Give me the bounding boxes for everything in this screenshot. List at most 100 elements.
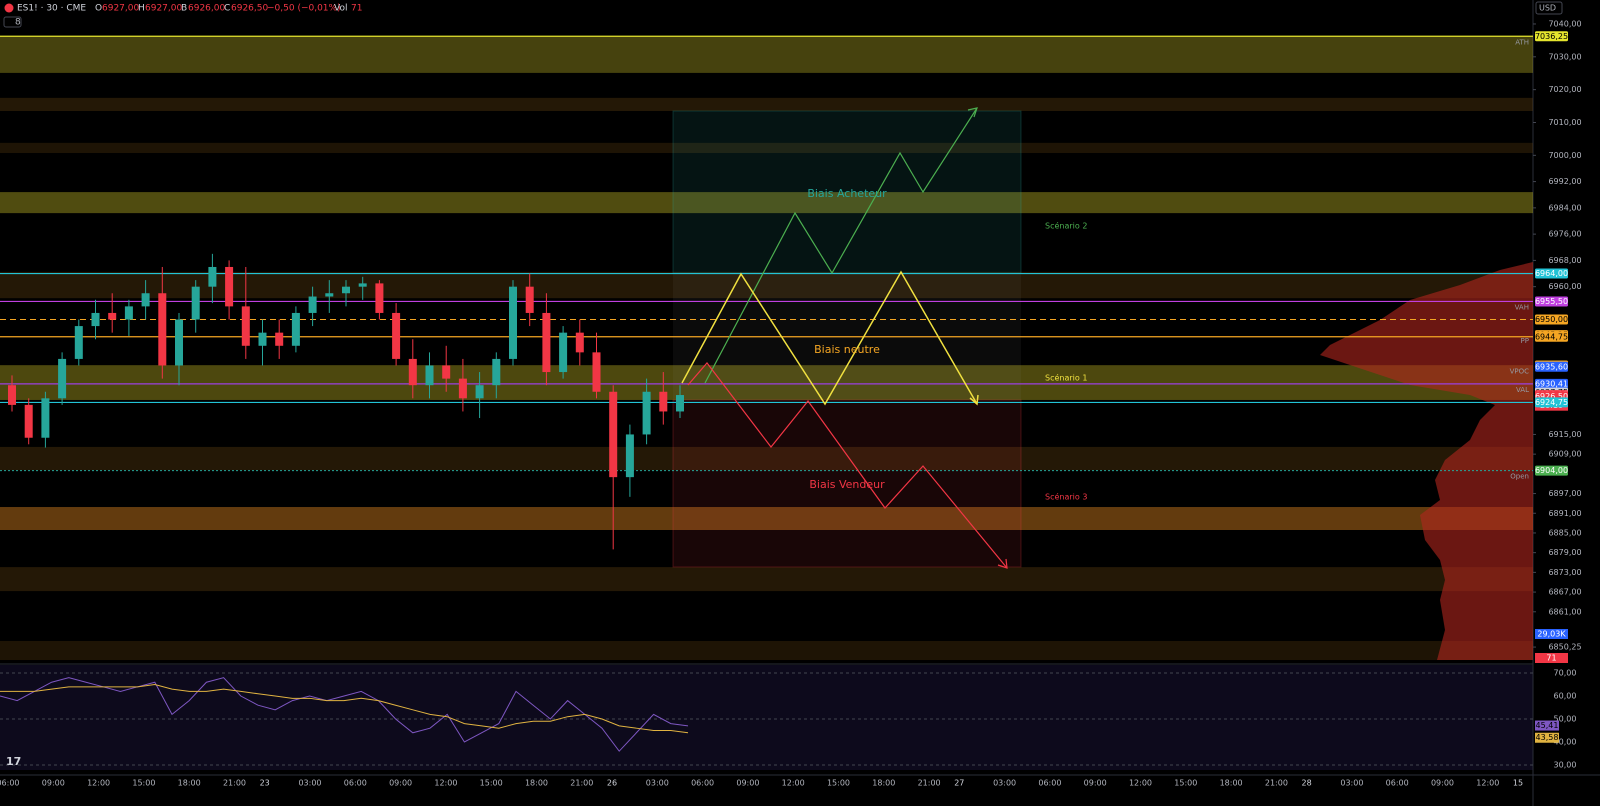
zone bbox=[0, 640, 1533, 661]
volume-value: 71 bbox=[351, 4, 362, 14]
level-tag: VAH bbox=[1515, 303, 1529, 311]
price-badge-label: 6904,00 bbox=[1535, 466, 1568, 475]
y-tick-label: 6879,00 bbox=[1548, 548, 1581, 557]
y-tick-label: 6885,00 bbox=[1548, 528, 1581, 537]
scenario-3-path bbox=[687, 362, 1008, 569]
x-tick-label: 03:00 bbox=[993, 779, 1016, 788]
indicator-toggle[interactable] bbox=[3, 16, 22, 28]
candle-body bbox=[241, 306, 250, 346]
zone bbox=[0, 446, 1533, 471]
price-badge bbox=[1535, 397, 1568, 408]
x-tick-label: 06:00 bbox=[1038, 779, 1061, 788]
candle-body bbox=[91, 312, 100, 327]
candle-body bbox=[358, 283, 367, 287]
symbol: ES1! · 30 · CME bbox=[17, 4, 86, 14]
price-badge bbox=[1535, 361, 1568, 372]
level-tag: VPOC bbox=[1510, 367, 1530, 375]
scenario-2-path bbox=[704, 107, 978, 384]
arrow-head bbox=[997, 558, 1008, 569]
x-tick-label: 28 bbox=[1302, 779, 1312, 788]
volume-badge-label: 71 bbox=[1546, 654, 1556, 663]
x-tick-label: 12:00 bbox=[434, 779, 457, 788]
y-tick-label: 6897,00 bbox=[1548, 489, 1581, 498]
x-tick-label: 12:00 bbox=[87, 779, 110, 788]
price-badge bbox=[1535, 465, 1568, 476]
price-badge-label: 6935,60 bbox=[1535, 362, 1568, 371]
candle-body bbox=[659, 391, 668, 412]
candle-body bbox=[8, 385, 16, 405]
candle-body bbox=[458, 378, 467, 399]
candle-body bbox=[325, 293, 334, 297]
candle-body bbox=[58, 358, 67, 399]
candle-body bbox=[342, 286, 350, 294]
candle-body bbox=[542, 312, 551, 373]
candle-body bbox=[592, 352, 601, 392]
y-tick-label: 6976,00 bbox=[1548, 230, 1581, 239]
volume-key: Vol bbox=[334, 4, 347, 14]
y-tick-label: 7040,00 bbox=[1548, 19, 1581, 28]
rsi-ma-line bbox=[0, 684, 689, 734]
x-tick-label: 18:00 bbox=[1220, 779, 1243, 788]
candle-body bbox=[392, 312, 401, 359]
candle-body bbox=[141, 293, 150, 307]
candle-body bbox=[609, 391, 618, 478]
rsi-pane bbox=[0, 665, 1533, 770]
y-tick-label: 6867,00 bbox=[1548, 588, 1581, 597]
price-badge-label: 6964,00 bbox=[1535, 269, 1568, 278]
ohlc-value: 6927,00 bbox=[145, 4, 182, 14]
arrow-head bbox=[967, 107, 978, 118]
rsi-badge-label: 43,58 bbox=[1536, 733, 1559, 742]
zone bbox=[0, 97, 1533, 111]
level-tag: Open bbox=[1510, 473, 1529, 481]
annotation: Biais Vendeur bbox=[809, 478, 885, 491]
ohlc-value: 6926,00 bbox=[188, 4, 225, 14]
scenario-1-path bbox=[681, 270, 978, 406]
volume-profile bbox=[1320, 262, 1533, 660]
ohlc-value: 6927,00 bbox=[102, 4, 139, 14]
rsi-badge bbox=[1535, 732, 1559, 743]
zone bbox=[0, 567, 1533, 592]
candle-body bbox=[525, 286, 534, 313]
price-badge-label: 6950,00 bbox=[1535, 315, 1568, 324]
price-badge bbox=[1535, 314, 1568, 325]
zone bbox=[0, 507, 1533, 531]
price-badge-label: 6955,50 bbox=[1535, 297, 1568, 306]
volume-badge-label: 29,03K bbox=[1537, 630, 1566, 639]
x-tick-label: 21:00 bbox=[570, 779, 593, 788]
zone bbox=[0, 142, 1533, 154]
zone bbox=[0, 365, 1533, 400]
candle-body bbox=[475, 385, 484, 399]
candle-body bbox=[41, 398, 50, 438]
y-tick-label: 6873,00 bbox=[1548, 568, 1581, 577]
ohlc-key: B bbox=[181, 4, 187, 14]
y-tick-label: 6992,00 bbox=[1548, 177, 1581, 186]
price-badge-label: 6924,75 bbox=[1535, 398, 1568, 407]
rsi-line bbox=[0, 677, 689, 752]
x-tick-label: 18:00 bbox=[178, 779, 201, 788]
y-tick-label: 6960,00 bbox=[1548, 282, 1581, 291]
candle-body bbox=[74, 326, 83, 359]
x-tick-label: 15:00 bbox=[480, 779, 503, 788]
ohlc-key: H bbox=[138, 4, 145, 14]
zone bbox=[0, 271, 1533, 299]
candle-body bbox=[158, 293, 167, 366]
candle-body bbox=[24, 404, 33, 438]
price-badge-label: 6944,75 bbox=[1535, 332, 1568, 341]
x-tick-label: 03:00 bbox=[1340, 779, 1363, 788]
x-tick-label: 15:00 bbox=[132, 779, 155, 788]
seller-box bbox=[672, 399, 1022, 568]
x-tick-label: 15:00 bbox=[827, 779, 850, 788]
x-tick-label: 06:00 bbox=[344, 779, 367, 788]
rsi-tick-label: 30,00 bbox=[1554, 760, 1577, 769]
candle-body bbox=[642, 391, 651, 435]
rsi-tick-label: 50,00 bbox=[1554, 714, 1577, 723]
price-badge-label: 6930,41 bbox=[1535, 379, 1568, 388]
x-tick-label: 27 bbox=[954, 779, 964, 788]
candle-body bbox=[375, 283, 384, 313]
ohlc-key: O bbox=[95, 4, 102, 14]
annotation: Biais Acheteur bbox=[807, 187, 887, 200]
currency-button[interactable] bbox=[1535, 1, 1563, 15]
x-tick-label: 18:00 bbox=[872, 779, 895, 788]
y-tick-label: 6984,00 bbox=[1548, 203, 1581, 212]
